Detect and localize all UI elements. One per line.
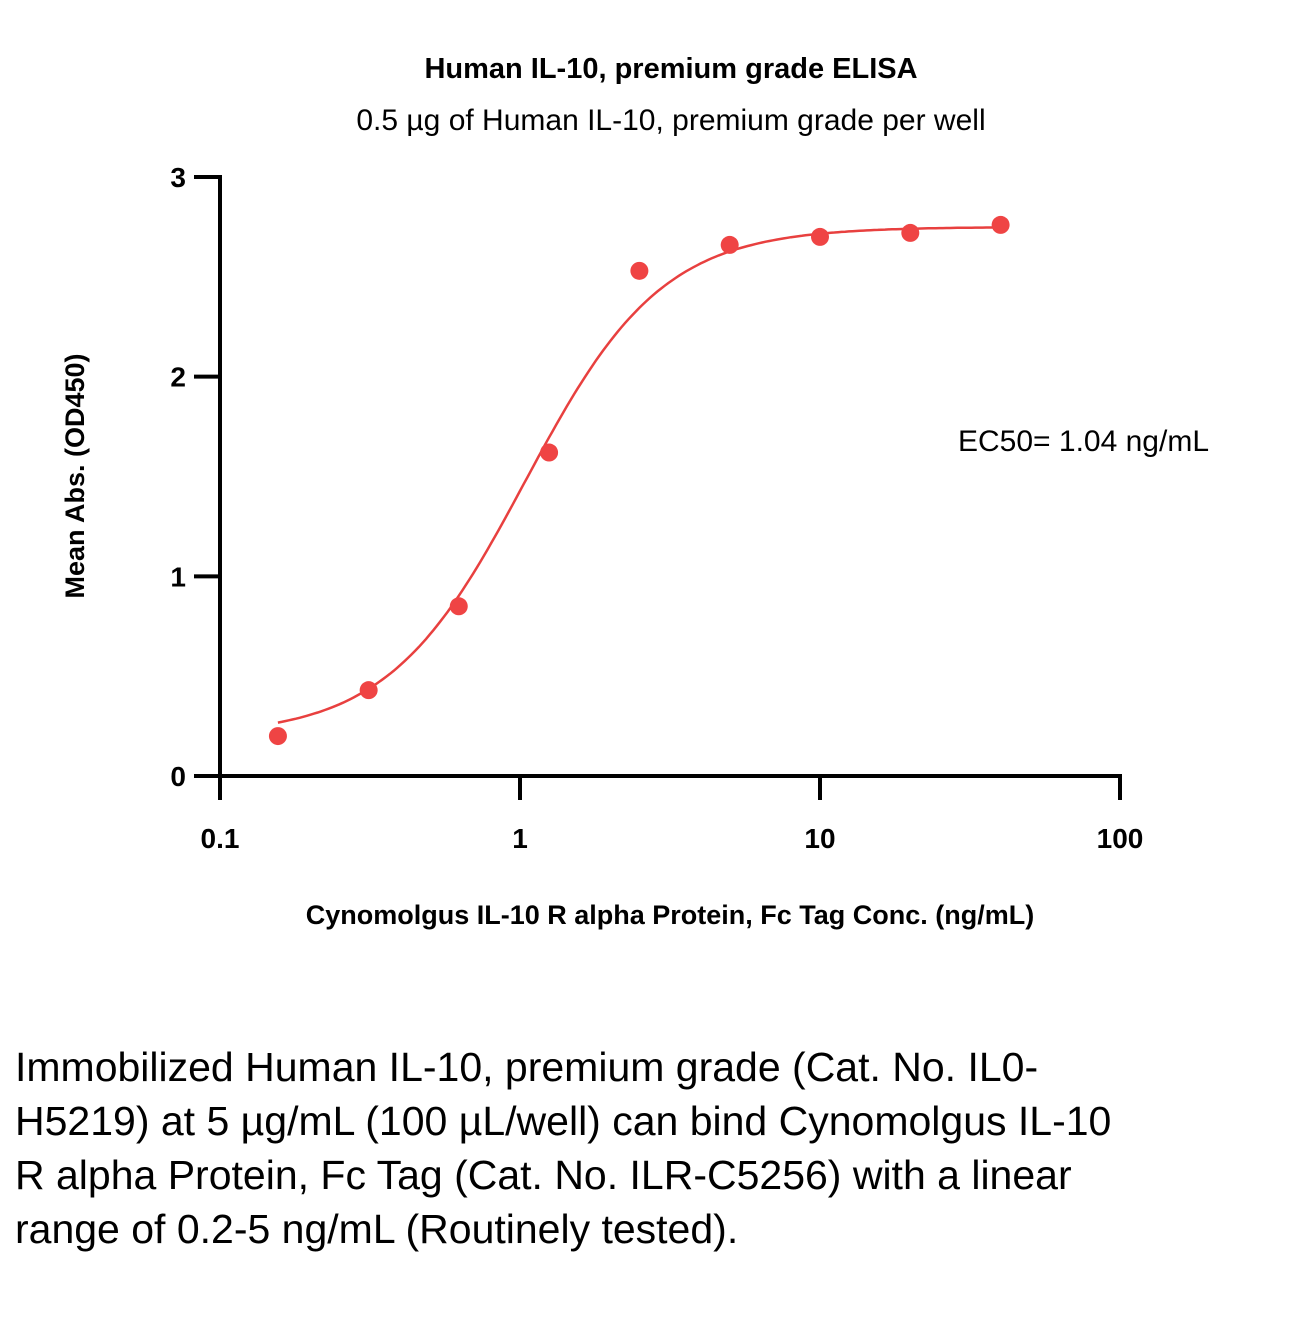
chart-subtitle: 0.5 µg of Human IL-10, premium grade per…: [356, 104, 985, 137]
elisa-chart: Human IL-10, premium grade ELISA 0.5 µg …: [60, 53, 1209, 930]
data-point: [540, 443, 559, 462]
x-tick-label: 100: [1097, 823, 1144, 854]
data-point: [630, 261, 649, 280]
data-point: [991, 215, 1010, 234]
data-points: [268, 215, 1010, 746]
x-tick-label: 0.1: [201, 823, 240, 854]
x-axis-label: Cynomolgus IL-10 R alpha Protein, Fc Tag…: [306, 900, 1035, 930]
x-tick-label: 1: [512, 823, 528, 854]
chart-title: Human IL-10, premium grade ELISA: [424, 53, 917, 85]
figure-caption: Immobilized Human IL-10, premium grade (…: [15, 1044, 1112, 1252]
y-tick-label: 2: [170, 362, 186, 393]
axes: 0.1 1 10 100 0 1 2 3: [170, 162, 1143, 854]
y-tick-label: 3: [170, 162, 186, 193]
ec50-annotation: EC50= 1.04 ng/mL: [958, 425, 1209, 458]
y-tick-label: 1: [170, 561, 186, 592]
data-point: [449, 597, 468, 616]
y-tick-label: 0: [170, 761, 186, 792]
data-point: [720, 235, 739, 254]
data-point: [901, 223, 920, 242]
y-axis-label: Mean Abs. (OD450): [60, 353, 90, 598]
data-point: [268, 727, 287, 746]
x-tick-label: 10: [804, 823, 835, 854]
data-point: [359, 681, 378, 700]
data-point: [811, 227, 829, 246]
fit-curve: [277, 226, 1001, 724]
